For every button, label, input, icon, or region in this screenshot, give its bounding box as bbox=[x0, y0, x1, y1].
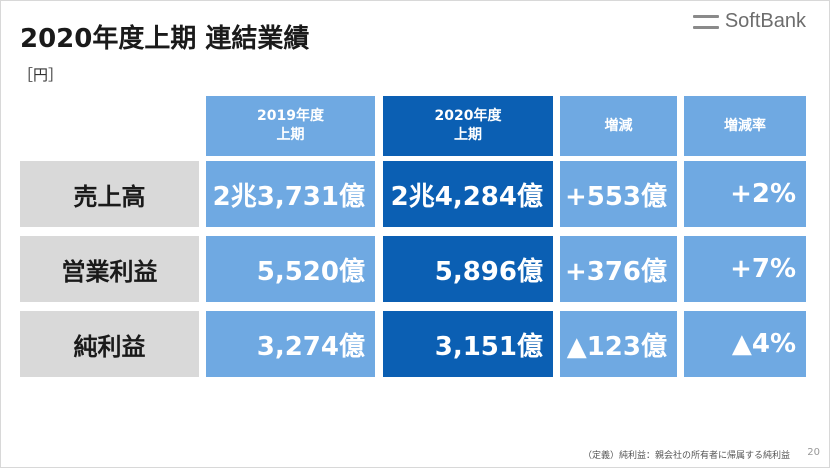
net-sales-change-rate: +2% bbox=[684, 161, 806, 227]
operating-income-2020h1: 5,896億 bbox=[383, 236, 553, 302]
operating-income-change-rate: +7% bbox=[684, 236, 806, 302]
column-header-change: 増減 bbox=[560, 96, 677, 156]
column-header-line2: 上期 bbox=[276, 127, 305, 143]
net-sales-2020h1: 2兆4,284億 bbox=[383, 161, 553, 227]
column-header-line1: 増減率 bbox=[724, 117, 766, 134]
column-header-2020h1: 2020年度 上期 bbox=[383, 96, 553, 156]
operating-income-change: +376億 bbox=[560, 236, 677, 302]
column-header-line1: 2019年度 bbox=[257, 108, 324, 124]
softbank-logo-icon bbox=[692, 14, 719, 29]
net-sales-2019h1: 2兆3,731億 bbox=[206, 161, 375, 227]
slide-title: 2020年度上期 連結業績 bbox=[20, 24, 310, 54]
page-number: 20 bbox=[807, 447, 820, 458]
net-sales-change: +553億 bbox=[560, 161, 677, 227]
unit-label: ［円］ bbox=[18, 66, 64, 84]
column-header-change-rate: 増減率 bbox=[684, 96, 806, 156]
softbank-logo: SoftBank bbox=[692, 10, 806, 33]
column-header-line2: 上期 bbox=[454, 127, 482, 143]
net-income-2020h1: 3,151億 bbox=[383, 311, 553, 377]
net-income-2019h1: 3,274億 bbox=[206, 311, 375, 377]
row-label-net-sales: 売上高 bbox=[20, 161, 199, 227]
operating-income-2019h1: 5,520億 bbox=[206, 236, 375, 302]
column-header-line1: 増減 bbox=[604, 117, 633, 134]
net-income-change-rate: ▲4% bbox=[684, 311, 806, 377]
softbank-logo-text: SoftBank bbox=[724, 10, 806, 32]
row-label-operating-income: 営業利益 bbox=[20, 236, 199, 302]
footnote: （定義）純利益：親会社の所有者に帰属する純利益 bbox=[582, 451, 790, 461]
column-header-line1: 2020年度 bbox=[434, 108, 502, 124]
column-header-2019h1: 2019年度 上期 bbox=[206, 96, 375, 156]
net-income-change: ▲123億 bbox=[560, 311, 677, 377]
row-label-net-income: 純利益 bbox=[20, 311, 199, 377]
